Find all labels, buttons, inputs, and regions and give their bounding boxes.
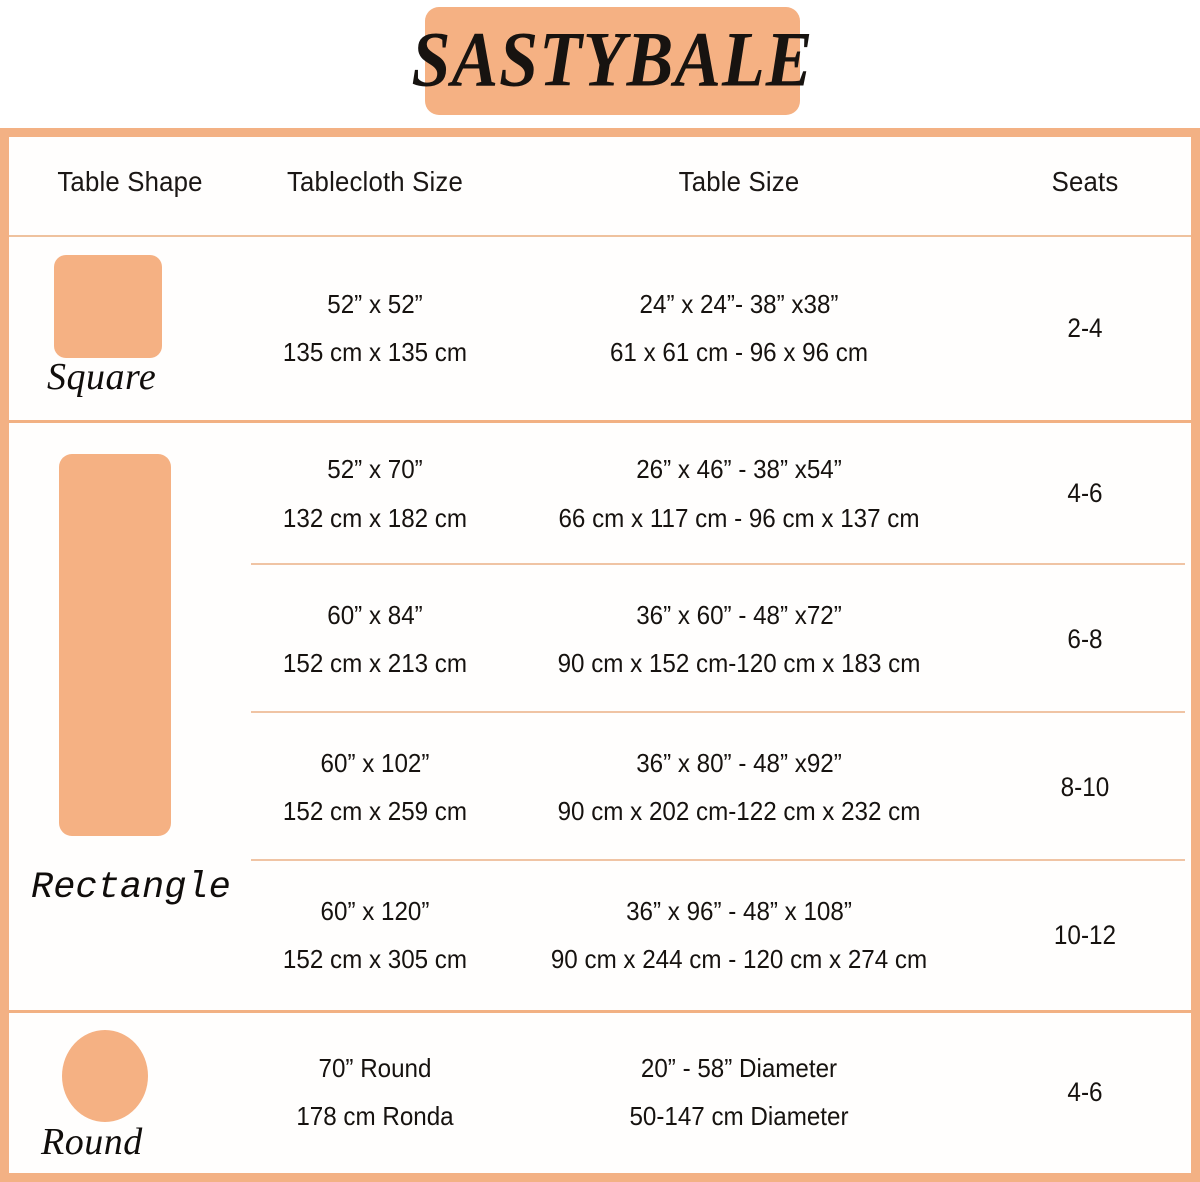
shape-cell-square: Square <box>9 237 251 419</box>
column-header-seats: Seats <box>1051 166 1119 197</box>
table-size-cm: 90 cm x 244 cm - 120 cm x 274 cm <box>550 944 928 974</box>
tablecloth-size-cell: 52” x 70” 132 cm x 182 cm <box>260 445 491 541</box>
round-shape-icon <box>62 1030 148 1122</box>
tablecloth-size-inches: 70” Round <box>318 1052 432 1083</box>
rectangle-shape-icon <box>59 454 171 836</box>
column-header-table-shape: Table Shape <box>57 166 203 197</box>
table-size-cell: 36” x 96” - 48” x 108” 90 cm x 244 cm - … <box>516 887 962 983</box>
tablecloth-size-cell: 60” x 102” 152 cm x 259 cm <box>260 739 491 835</box>
row-divider-rect-1 <box>251 563 1185 565</box>
table-size-inches: 20” - 58” Diameter <box>640 1052 838 1083</box>
column-header-table-size: Table Size <box>678 166 800 197</box>
shape-label-rectangle: Rectangle <box>31 867 231 909</box>
tablecloth-size-cell: 60” x 120” 152 cm x 305 cm <box>260 887 491 983</box>
tablecloth-size-cm: 178 cm Ronda <box>296 1101 454 1131</box>
tablecloth-size-cm: 135 cm x 135 cm <box>282 337 468 367</box>
shape-spacer <box>9 565 251 713</box>
table-size-cell: 26” x 46” - 38” x54” 66 cm x 117 cm - 96… <box>516 445 962 541</box>
tablecloth-size-inches: 52” x 70” <box>327 454 423 485</box>
seats-cell: 10-12 <box>1053 919 1117 950</box>
brand-name: SASTYBALE <box>411 17 814 104</box>
table-size-inches: 36” x 60” - 48” x72” <box>636 599 842 630</box>
size-chart-table: Table Shape Tablecloth Size Table Size S… <box>0 128 1200 1182</box>
tablecloth-size-cell: 52” x 52” 135 cm x 135 cm <box>260 280 491 376</box>
table-size-cell: 20” - 58” Diameter 50-147 cm Diameter <box>516 1044 962 1140</box>
table-size-inches: 24” x 24”- 38” x38” <box>639 288 839 319</box>
brand-logo-badge: SASTYBALE <box>412 7 812 115</box>
shape-cell-rectangle: Rectangle <box>9 422 251 1012</box>
table-size-cell: 36” x 60” - 48” x72” 90 cm x 152 cm-120 … <box>516 591 962 687</box>
tablecloth-size-inches: 60” x 120” <box>320 895 430 926</box>
seats-cell: 4-6 <box>1067 1076 1103 1107</box>
row-divider-rectangle <box>9 1010 1191 1013</box>
row-divider-square <box>9 420 1191 423</box>
column-header-tablecloth-size: Tablecloth Size <box>286 166 464 197</box>
table-row: 60” x 84” 152 cm x 213 cm 36” x 60” - 48… <box>9 565 1191 713</box>
table-row: 60” x 102” 152 cm x 259 cm 36” x 80” - 4… <box>9 713 1191 861</box>
table-size-inches: 26” x 46” - 38” x54” <box>636 454 842 485</box>
shape-label-square: Square <box>47 356 157 398</box>
shape-label-round: Round <box>41 1121 143 1163</box>
tablecloth-size-cell: 60” x 84” 152 cm x 213 cm <box>260 591 491 687</box>
table-row: 60” x 120” 152 cm x 305 cm 36” x 96” - 4… <box>9 861 1191 1009</box>
table-size-inches: 36” x 80” - 48” x92” <box>636 747 842 778</box>
table-size-cell: 24” x 24”- 38” x38” 61 x 61 cm - 96 x 96… <box>516 280 962 376</box>
seats-cell: 6-8 <box>1067 623 1103 654</box>
header-divider <box>9 235 1191 237</box>
tablecloth-size-cm: 152 cm x 305 cm <box>282 944 468 974</box>
seats-cell: 8-10 <box>1060 771 1110 802</box>
tablecloth-size-cell: 70” Round 178 cm Ronda <box>260 1044 491 1140</box>
table-size-cm: 61 x 61 cm - 96 x 96 cm <box>609 337 869 367</box>
tablecloth-size-cm: 152 cm x 259 cm <box>282 796 468 826</box>
tablecloth-size-inches: 52” x 52” <box>327 288 423 319</box>
table-size-cell: 36” x 80” - 48” x92” 90 cm x 202 cm-122 … <box>516 739 962 835</box>
square-shape-icon <box>54 255 162 358</box>
seats-cell: 4-6 <box>1067 478 1103 508</box>
table-size-cm: 50-147 cm Diameter <box>629 1101 849 1131</box>
row-divider-rect-3 <box>251 859 1185 861</box>
table-row: 52” x 70” 132 cm x 182 cm 26” x 46” - 38… <box>9 422 1191 565</box>
shape-cell-round: Round <box>9 1012 251 1172</box>
table-row: Square 52” x 52” 135 cm x 135 cm 24” x 2… <box>9 237 1191 419</box>
shape-spacer <box>9 861 251 1009</box>
table-header-row: Table Shape Tablecloth Size Table Size S… <box>9 137 1191 227</box>
table-size-cm: 90 cm x 202 cm-122 cm x 232 cm <box>557 796 921 826</box>
shape-spacer <box>9 422 251 565</box>
table-size-inches: 36” x 96” - 48” x 108” <box>626 895 852 926</box>
row-divider-rect-2 <box>251 711 1185 713</box>
seats-cell: 2-4 <box>1067 312 1103 343</box>
tablecloth-size-cm: 152 cm x 213 cm <box>282 648 468 678</box>
table-size-cm: 90 cm x 152 cm-120 cm x 183 cm <box>557 648 921 678</box>
table-row: Round 70” Round 178 cm Ronda 20” - 58” D… <box>9 1012 1191 1172</box>
tablecloth-size-inches: 60” x 102” <box>320 747 430 778</box>
tablecloth-size-cm: 132 cm x 182 cm <box>282 502 468 533</box>
tablecloth-size-inches: 60” x 84” <box>327 599 423 630</box>
shape-spacer <box>9 713 251 861</box>
table-size-cm: 66 cm x 117 cm - 96 cm x 137 cm <box>558 502 920 533</box>
